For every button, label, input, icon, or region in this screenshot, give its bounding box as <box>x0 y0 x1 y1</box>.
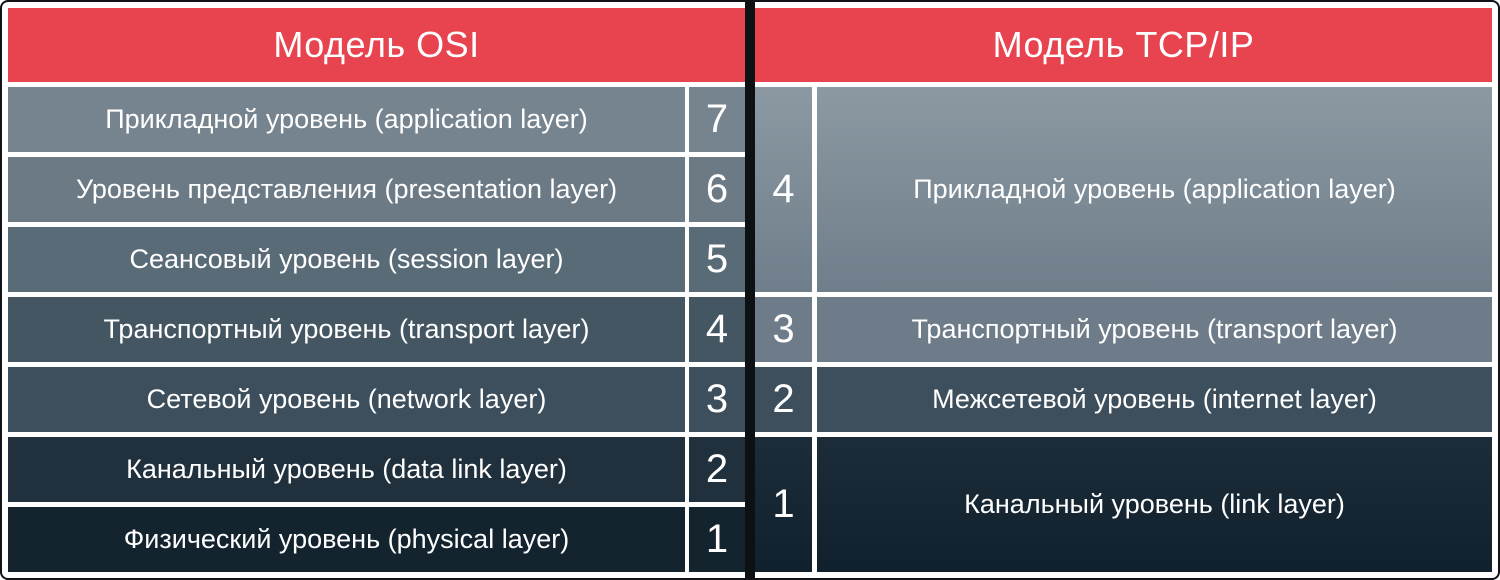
tcpip-layer-4-label: Прикладной уровень (application layer) <box>817 87 1492 292</box>
tcpip-layer-3-number: 3 <box>755 297 812 362</box>
tcpip-layer-4-number: 4 <box>755 87 812 292</box>
osi-layer-2-number: 2 <box>689 437 745 502</box>
panel-divider <box>745 2 755 578</box>
osi-layer-2-label: Канальный уровень (data link layer) <box>8 437 685 502</box>
tcpip-layer-2-number: 2 <box>755 367 812 432</box>
osi-layer-6-label: Уровень представления (presentation laye… <box>8 157 685 222</box>
tcpip-layer-1-number: 1 <box>755 437 812 572</box>
tcpip-layer-3-label: Транспортный уровень (transport layer) <box>817 297 1492 362</box>
tcpip-layer-2-label: Межсетевой уровень (internet layer) <box>817 367 1492 432</box>
osi-layer-5-number: 5 <box>689 227 745 292</box>
osi-layer-4-label: Транспортный уровень (transport layer) <box>8 297 685 362</box>
osi-layer-7-number: 7 <box>689 87 745 152</box>
osi-layer-1-number: 1 <box>689 507 745 572</box>
osi-header: Модель OSI <box>8 8 745 82</box>
tcpip-layer-1-label: Канальный уровень (link layer) <box>817 437 1492 572</box>
osi-layer-4-number: 4 <box>689 297 745 362</box>
osi-layer-3-number: 3 <box>689 367 745 432</box>
osi-layer-5-label: Сеансовый уровень (session layer) <box>8 227 685 292</box>
comparison-grid: Модель OSI Модель TCP/IP Прикладной уров… <box>8 8 1492 572</box>
osi-layer-7-label: Прикладной уровень (application layer) <box>8 87 685 152</box>
osi-layer-6-number: 6 <box>689 157 745 222</box>
osi-layer-3-label: Сетевой уровень (network layer) <box>8 367 685 432</box>
osi-layer-1-label: Физический уровень (physical layer) <box>8 507 685 572</box>
tcpip-header: Модель TCP/IP <box>755 8 1492 82</box>
